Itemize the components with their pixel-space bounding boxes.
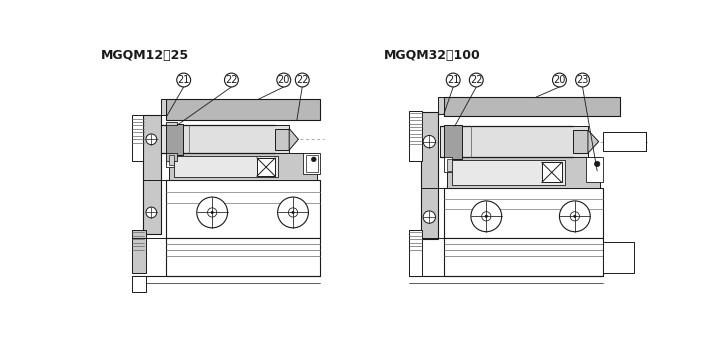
Circle shape	[312, 157, 316, 162]
Bar	[166, 121, 177, 126]
Bar	[306, 155, 318, 172]
Circle shape	[576, 73, 590, 87]
Bar	[447, 157, 601, 188]
Circle shape	[296, 73, 309, 87]
Circle shape	[423, 136, 435, 148]
Text: 20: 20	[277, 75, 290, 85]
Bar	[174, 156, 277, 177]
Bar	[143, 115, 161, 234]
Circle shape	[277, 197, 309, 228]
Bar	[161, 126, 289, 153]
Bar	[604, 242, 634, 273]
Bar	[169, 155, 174, 165]
Text: 22: 22	[296, 75, 309, 85]
Bar	[275, 128, 289, 150]
Bar	[408, 230, 422, 276]
Bar	[542, 162, 562, 182]
Bar	[166, 180, 320, 238]
Bar	[444, 188, 604, 238]
Bar	[166, 153, 174, 167]
Bar	[572, 130, 588, 153]
Bar	[132, 115, 143, 161]
Bar	[161, 99, 166, 115]
Bar	[166, 124, 183, 155]
Circle shape	[224, 73, 238, 87]
Circle shape	[146, 134, 157, 145]
Bar	[166, 99, 320, 120]
Bar	[408, 111, 422, 161]
Circle shape	[197, 197, 228, 228]
Bar	[169, 153, 317, 180]
Circle shape	[277, 73, 290, 87]
Bar	[586, 157, 604, 182]
Bar	[604, 133, 646, 151]
Text: 21: 21	[447, 75, 459, 85]
Polygon shape	[289, 128, 298, 150]
Circle shape	[146, 207, 157, 218]
Bar	[451, 160, 565, 185]
Bar	[303, 153, 320, 174]
Bar	[166, 238, 320, 276]
Circle shape	[211, 211, 213, 213]
Circle shape	[595, 161, 600, 167]
Circle shape	[292, 211, 294, 213]
Text: MGQM12＾25: MGQM12＾25	[100, 49, 189, 62]
Circle shape	[470, 73, 483, 87]
Circle shape	[177, 73, 191, 87]
Circle shape	[559, 201, 590, 232]
Bar	[444, 97, 620, 116]
Bar	[440, 126, 588, 157]
Bar	[166, 153, 177, 161]
Bar	[438, 97, 444, 114]
Bar	[444, 157, 451, 172]
Bar	[132, 230, 146, 273]
Bar	[421, 112, 438, 239]
Circle shape	[553, 73, 566, 87]
Bar	[257, 158, 275, 176]
Circle shape	[471, 201, 502, 232]
Text: 21: 21	[178, 75, 190, 85]
Circle shape	[485, 215, 488, 218]
Circle shape	[423, 211, 435, 223]
Text: 22: 22	[470, 75, 483, 85]
Circle shape	[446, 73, 460, 87]
Bar	[447, 158, 451, 171]
Bar	[444, 125, 462, 158]
Circle shape	[574, 215, 576, 218]
Polygon shape	[588, 130, 598, 153]
Text: MGQM32＾100: MGQM32＾100	[384, 49, 480, 62]
Text: 23: 23	[577, 75, 589, 85]
Text: 22: 22	[225, 75, 237, 85]
Text: 20: 20	[553, 75, 566, 85]
Bar	[132, 276, 146, 292]
Bar	[444, 238, 604, 276]
